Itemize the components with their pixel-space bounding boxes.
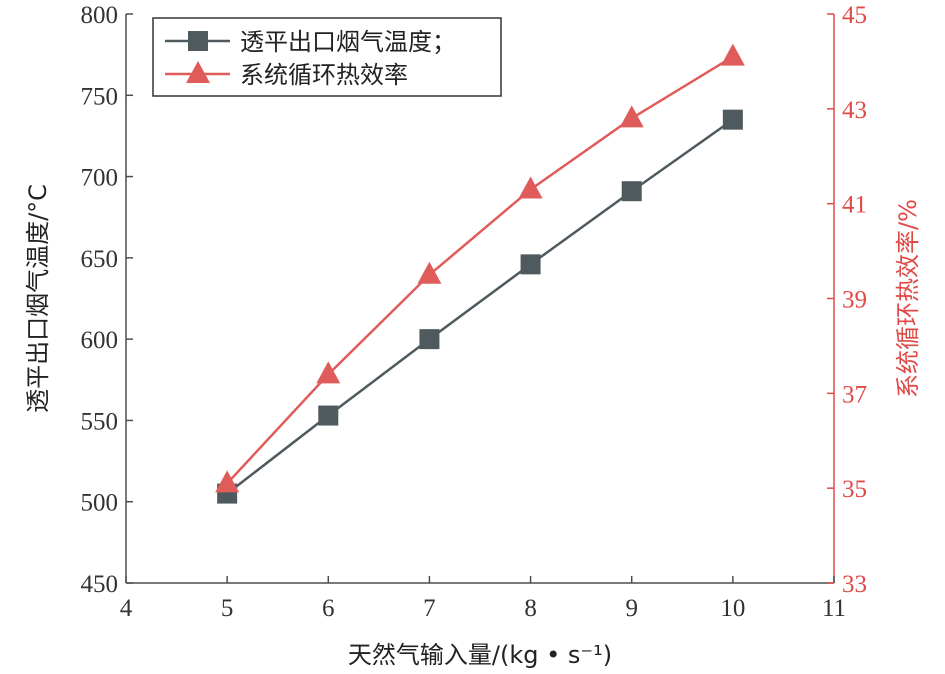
x-tick-label: 7 bbox=[423, 595, 436, 622]
legend-box bbox=[152, 17, 502, 97]
x-tick-label: 11 bbox=[822, 595, 846, 622]
triangle-marker bbox=[215, 470, 240, 493]
series-temperature bbox=[217, 109, 743, 504]
y-tick-label: 650 bbox=[81, 246, 119, 273]
y-tick-label: 750 bbox=[81, 83, 119, 110]
axes-group: 4 5 6 7 8 9 10 11450500550600650700750800333537… bbox=[81, 2, 868, 622]
triangle-marker bbox=[720, 43, 745, 66]
square-marker bbox=[722, 109, 743, 130]
legend-swatch-efficiency bbox=[165, 61, 230, 83]
legend: 透平出口烟气温度； 系统循环热效率 bbox=[152, 17, 502, 97]
square-marker bbox=[318, 405, 339, 426]
y-axis-right-title: 系统循环热效率/% bbox=[894, 199, 922, 398]
x-tick-label: 5 bbox=[221, 595, 234, 622]
triangle-marker bbox=[518, 176, 543, 199]
triangle-marker bbox=[186, 61, 210, 83]
y2-tick-label: 41 bbox=[842, 192, 867, 219]
y2-tick-label: 35 bbox=[842, 476, 867, 503]
y2-tick-label: 45 bbox=[842, 2, 867, 29]
y2-tick-label: 39 bbox=[842, 287, 867, 314]
y-axis-left-title: 透平出口烟气温度/°C bbox=[24, 184, 52, 413]
legend-swatch-temperature bbox=[165, 31, 230, 51]
x-tick-label: 9 bbox=[625, 595, 638, 622]
triangle-marker bbox=[417, 261, 442, 284]
y-tick-label: 500 bbox=[81, 490, 119, 517]
x-axis-title: 天然气输入量/(kg • s⁻¹) bbox=[348, 641, 612, 669]
square-marker bbox=[188, 31, 208, 51]
y-tick-label: 700 bbox=[81, 165, 119, 192]
series-temperature-line bbox=[226, 118, 734, 495]
x-tick-label: 4 bbox=[120, 595, 133, 622]
series-group bbox=[215, 43, 745, 504]
y-tick-label: 550 bbox=[81, 408, 119, 435]
triangle-marker bbox=[316, 361, 341, 384]
series-efficiency-line bbox=[226, 55, 734, 485]
legend-label-efficiency: 系统循环热效率 bbox=[240, 61, 408, 89]
legend-label-temperature: 透平出口烟气温度； bbox=[240, 28, 456, 56]
x-tick-label: 10 bbox=[720, 595, 745, 622]
y-tick-label: 800 bbox=[81, 2, 119, 29]
y-tick-label: 600 bbox=[81, 327, 119, 354]
y-tick-label: 450 bbox=[81, 571, 119, 598]
triangle-marker bbox=[619, 105, 644, 128]
square-marker bbox=[419, 329, 440, 350]
square-marker bbox=[520, 254, 541, 275]
x-tick-label: 6 bbox=[322, 595, 335, 622]
y2-tick-label: 37 bbox=[842, 381, 867, 408]
y2-tick-label: 43 bbox=[842, 97, 867, 124]
square-marker bbox=[621, 181, 642, 202]
x-tick-label: 8 bbox=[524, 595, 537, 622]
y2-tick-label: 33 bbox=[842, 571, 867, 598]
series-efficiency bbox=[215, 43, 745, 493]
